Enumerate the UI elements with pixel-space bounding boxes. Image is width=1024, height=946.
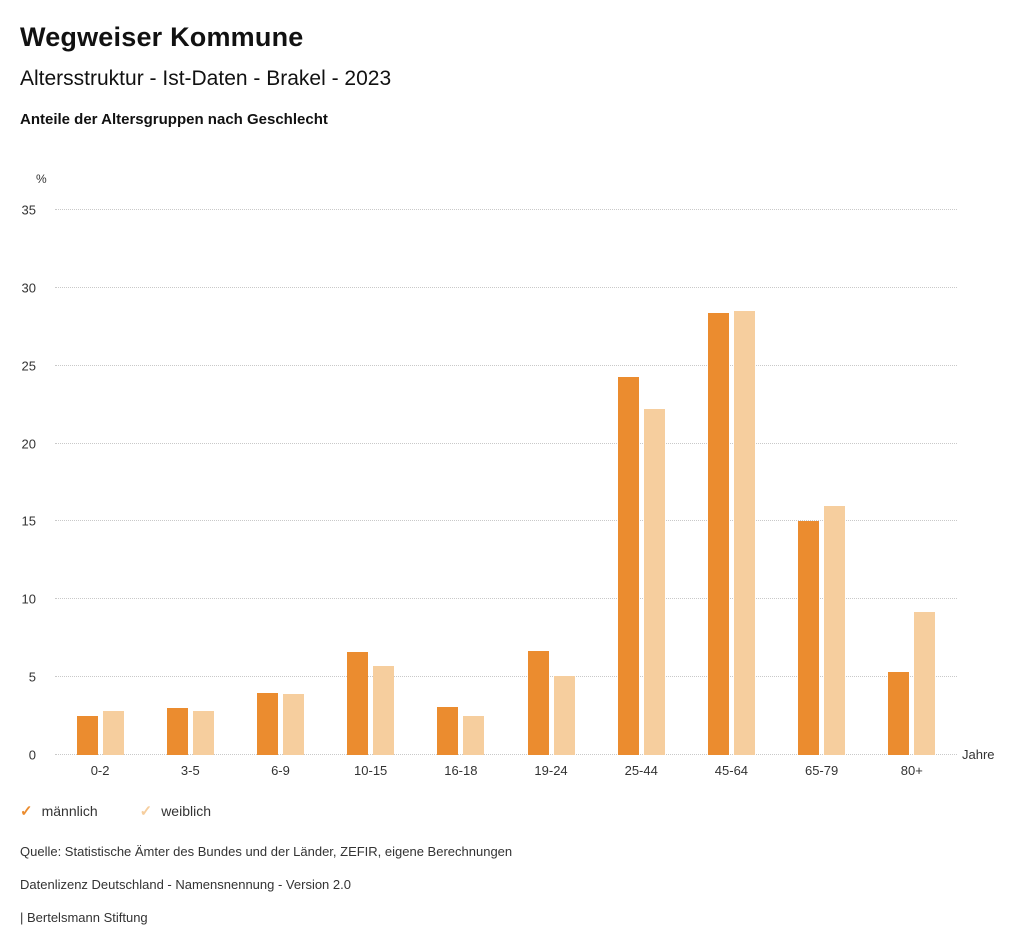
bar-group-10-15: 10-15: [347, 210, 395, 778]
gridline-35: [55, 209, 957, 210]
bar-männlich-25-44: [617, 376, 639, 755]
x-tick-label-19-24: 19-24: [534, 763, 568, 778]
bar-group-16-18: 16-18: [437, 210, 485, 778]
x-tick-label-6-9: 6-9: [271, 763, 290, 778]
source-text: Quelle: Statistische Ämter des Bundes un…: [20, 844, 513, 859]
bar-pair: [347, 210, 395, 755]
checkmark-icon: ✓: [139, 802, 153, 820]
bar-pair: [166, 210, 214, 755]
legend-item-männlich[interactable]: ✓ männlich: [20, 803, 98, 819]
gridline-10: [55, 598, 957, 600]
gridline-25: [55, 364, 957, 366]
bar-pair: [76, 210, 124, 755]
bar-weiblich-0-2: [102, 711, 124, 755]
gridline-30: [55, 286, 957, 288]
attribution-text: | Bertelsmann Stiftung: [20, 910, 148, 925]
bar-group-19-24: 19-24: [527, 210, 575, 778]
bar-pair: [617, 210, 665, 755]
bar-groups: 0-2 3-5 6-9 10-15 16-18 19-24 25-44 45-64 65-79 8…: [55, 210, 957, 778]
gridline-15: [55, 520, 957, 522]
bar-chart-plot-area: 0-2 3-5 6-9 10-15 16-18 19-24 25-44 45-64 65-79 8…: [55, 209, 957, 778]
bar-pair: [798, 210, 846, 755]
x-tick-label-16-18: 16-18: [444, 763, 478, 778]
page-title: Wegweiser Kommune: [20, 22, 304, 52]
bar-männlich-0-2: [76, 716, 98, 755]
header: Wegweiser Kommune Altersstruktur - Ist-D…: [0, 0, 1024, 128]
y-axis-unit-label: %: [36, 172, 47, 186]
bar-männlich-80+: [888, 672, 910, 755]
bar-männlich-6-9: [256, 692, 278, 755]
bar-weiblich-45-64: [733, 311, 755, 755]
bar-männlich-3-5: [166, 708, 188, 755]
x-tick-label-80+: 80+: [900, 763, 923, 778]
bar-weiblich-25-44: [643, 409, 665, 755]
bar-group-6-9: 6-9: [256, 210, 304, 778]
y-tick-label-25: 25: [21, 358, 36, 374]
y-tick-label-0: 0: [28, 747, 36, 763]
x-tick-label-3-5: 3-5: [180, 763, 200, 778]
legend-label: weiblich: [161, 803, 211, 819]
bar-weiblich-3-5: [192, 711, 214, 755]
bar-group-25-44: 25-44: [617, 210, 665, 778]
x-tick-label-10-15: 10-15: [354, 763, 388, 778]
footer: Quelle: Statistische Ämter des Bundes un…: [20, 844, 512, 943]
bar-group-45-64: 45-64: [707, 210, 755, 778]
y-tick-label-35: 35: [21, 202, 36, 218]
bar-weiblich-16-18: [463, 716, 485, 755]
chart-heading: Anteile der Altersgruppen nach Geschlech…: [20, 111, 328, 128]
bar-pair: [888, 210, 936, 755]
y-tick-label-5: 5: [28, 669, 36, 685]
legend-label: männlich: [41, 803, 98, 819]
bar-männlich-10-15: [347, 652, 369, 755]
x-tick-label-25-44: 25-44: [624, 763, 658, 778]
bar-männlich-19-24: [527, 650, 549, 755]
bar-weiblich-6-9: [282, 694, 304, 755]
legend-item-weiblich[interactable]: ✓ weiblich: [140, 803, 211, 819]
x-tick-label-45-64: 45-64: [714, 763, 749, 778]
checkmark-icon: ✓: [20, 802, 33, 820]
y-tick-label-10: 10: [21, 591, 36, 607]
bar-group-80+: 80+: [888, 210, 936, 778]
y-tick-label-15: 15: [21, 513, 36, 529]
bar-männlich-16-18: [437, 706, 459, 755]
gridline-0: [55, 754, 957, 755]
x-axis-unit-label: Jahre: [962, 747, 995, 762]
gridline-20: [55, 442, 957, 444]
bar-männlich-45-64: [707, 312, 729, 755]
bar-männlich-65-79: [798, 521, 820, 755]
bar-pair: [256, 210, 304, 755]
y-tick-label-30: 30: [21, 280, 36, 296]
x-tick-label-0-2: 0-2: [90, 763, 110, 778]
license-text: Datenlizenz Deutschland - Namensnennung …: [20, 877, 351, 892]
bar-weiblich-80+: [914, 611, 936, 755]
bar-weiblich-19-24: [553, 675, 575, 755]
chart-legend: ✓ männlich ✓ weiblich: [20, 803, 211, 819]
bar-weiblich-65-79: [824, 505, 846, 755]
bar-pair: [437, 210, 485, 755]
bar-group-0-2: 0-2: [76, 210, 124, 778]
bar-group-65-79: 65-79: [798, 210, 846, 778]
x-tick-label-65-79: 65-79: [804, 763, 839, 778]
page-subtitle: Altersstruktur - Ist-Daten - Brakel - 20…: [20, 67, 392, 90]
bar-group-3-5: 3-5: [166, 210, 214, 778]
bar-pair: [527, 210, 575, 755]
bar-pair: [707, 210, 755, 755]
gridline-5: [55, 676, 957, 678]
y-axis-tick-labels: 0 5 10 15 20 25 30 35: [0, 203, 40, 763]
bar-weiblich-10-15: [373, 666, 395, 755]
y-tick-label-20: 20: [21, 436, 36, 452]
